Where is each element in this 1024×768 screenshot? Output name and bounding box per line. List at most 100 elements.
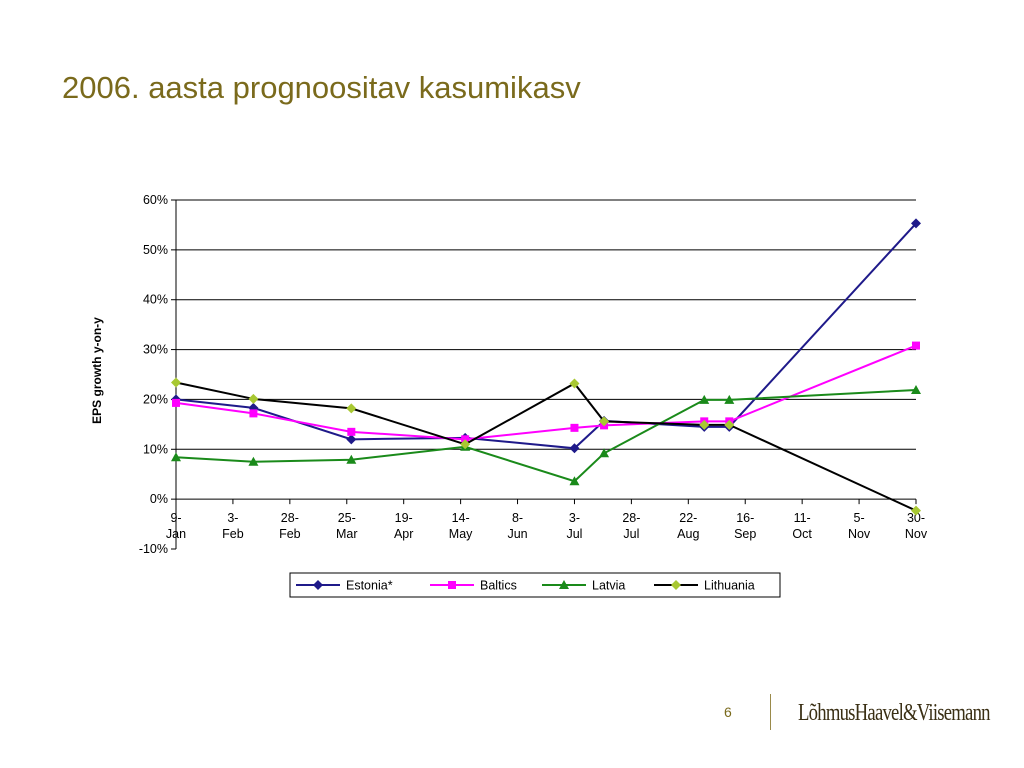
x-tick-label-day: 25- [338, 511, 356, 525]
x-tick-label: 22- Aug [677, 511, 699, 541]
legend: Estonia* Baltics Latvia Lithuania [289, 572, 781, 598]
data-point [699, 419, 710, 430]
x-tick-label-month: Sep [734, 527, 756, 541]
x-tick-label-day: 28- [622, 511, 640, 525]
data-point [346, 434, 357, 445]
y-tick-label: 50% [143, 243, 168, 257]
x-tick-label-month: Nov [848, 527, 871, 541]
legend-label: Lithuania [704, 579, 755, 593]
series-latvia [171, 384, 921, 486]
y-tick-label: 60% [143, 193, 168, 207]
x-tick-label-month: Jun [507, 527, 527, 541]
data-point [171, 377, 181, 388]
x-tick-label-month: Feb [222, 527, 244, 541]
x-tick-label-day: 8- [512, 511, 523, 525]
legend-label: Baltics [480, 579, 517, 593]
x-tick-label-day: 11- [794, 511, 811, 525]
x-tick-label: 3- Jul [566, 511, 582, 541]
y-tick-label: 30% [143, 343, 168, 357]
data-point [911, 384, 921, 394]
data-point [724, 419, 735, 430]
data-point [570, 423, 579, 432]
legend-item: Estonia* [296, 579, 393, 593]
legend-label: Estonia* [346, 579, 393, 593]
x-tick-label: 8- Jun [507, 511, 527, 541]
legend-box [289, 572, 781, 598]
y-tick-label: 20% [143, 392, 168, 406]
x-tick-label: 9- Jan [166, 511, 186, 541]
y-tick-label: 10% [143, 442, 168, 456]
y-tick-label: 0% [150, 492, 168, 506]
legend-item: Baltics [430, 579, 517, 593]
data-point [599, 448, 610, 458]
legend-item: Latvia [542, 579, 625, 593]
x-tick-label-month: Apr [394, 527, 413, 541]
x-tick-label-day: 28- [281, 511, 299, 525]
series-lithuania [171, 377, 921, 516]
x-tick-label: 25- Mar [336, 511, 358, 541]
slide-title: 2006. aasta prognoositav kasumikasv [62, 70, 581, 105]
x-tick-label: 30- Nov [905, 511, 928, 541]
data-point [569, 378, 580, 389]
series-baltics [172, 341, 920, 444]
data-point [249, 409, 258, 418]
x-tick-label-day: 5- [854, 511, 865, 525]
series-line [175, 344, 917, 441]
grid-layer [176, 199, 916, 450]
data-point [248, 393, 259, 404]
x-tick-label: 14- May [449, 511, 473, 541]
series-line [175, 222, 917, 450]
x-tick-label-month: Nov [905, 527, 928, 541]
x-tick-label: 11- Oct [792, 511, 812, 541]
data-point [911, 218, 921, 229]
data-point [347, 427, 356, 436]
x-tick-label: 28- Feb [279, 511, 301, 541]
brand-logo: LõhmusHaavel&Viisemann [798, 700, 991, 726]
x-tick-label-month: May [449, 527, 473, 541]
data-point [569, 443, 580, 454]
x-tick-label-day: 3- [227, 511, 238, 525]
x-tick-label-day: 22- [679, 511, 697, 525]
x-tick-label-month: Mar [336, 527, 358, 541]
series-layer [171, 218, 921, 516]
data-point [346, 403, 357, 414]
x-tick-label-month: Aug [677, 527, 699, 541]
data-point [346, 454, 357, 464]
data-point [724, 394, 735, 404]
x-tick-label: 3- Feb [222, 511, 244, 541]
legend-label: Latvia [592, 579, 625, 593]
legend-swatch-marker [313, 580, 323, 590]
y-tick-label: 40% [143, 293, 168, 307]
x-tick-label: 28- Jul [622, 511, 640, 541]
x-tick-label-month: Feb [279, 527, 301, 541]
x-tick-label-day: 9- [170, 511, 181, 525]
x-tick-label-month: Oct [792, 527, 812, 541]
x-tick-label: 19- Apr [394, 511, 413, 541]
x-tick-label-day: 14- [452, 511, 470, 525]
data-point [460, 439, 471, 450]
x-tick-label-day: 16- [736, 511, 754, 525]
x-tick-label-month: Jan [166, 527, 186, 541]
series-line [175, 388, 917, 483]
x-tick-label: 5- Nov [848, 511, 871, 541]
data-point [911, 505, 921, 516]
data-point [599, 416, 610, 427]
data-point [699, 394, 710, 404]
legend-swatch-marker [559, 580, 569, 589]
x-tick-label-day: 19- [395, 511, 413, 525]
x-tick-label: 16- Sep [734, 511, 756, 541]
axes-layer: -10% 0% 10% 20% 30% 40% 50% 60% 9- Jan 3- Feb 28- Feb… [90, 193, 928, 556]
x-tick-label-day: 3- [569, 511, 580, 525]
page-number: 6 [724, 704, 732, 720]
data-point [172, 398, 180, 407]
footer-divider [770, 694, 771, 730]
y-axis-title: EPS growth y-on-y [90, 317, 104, 424]
legend-item: Lithuania [654, 579, 755, 593]
x-tick-label-month: Jul [623, 527, 639, 541]
x-tick-label-day: 30- [907, 511, 925, 525]
data-point [569, 476, 580, 486]
data-point [248, 456, 259, 466]
legend-swatch-marker [448, 581, 456, 589]
legend-swatch-marker [671, 580, 681, 590]
